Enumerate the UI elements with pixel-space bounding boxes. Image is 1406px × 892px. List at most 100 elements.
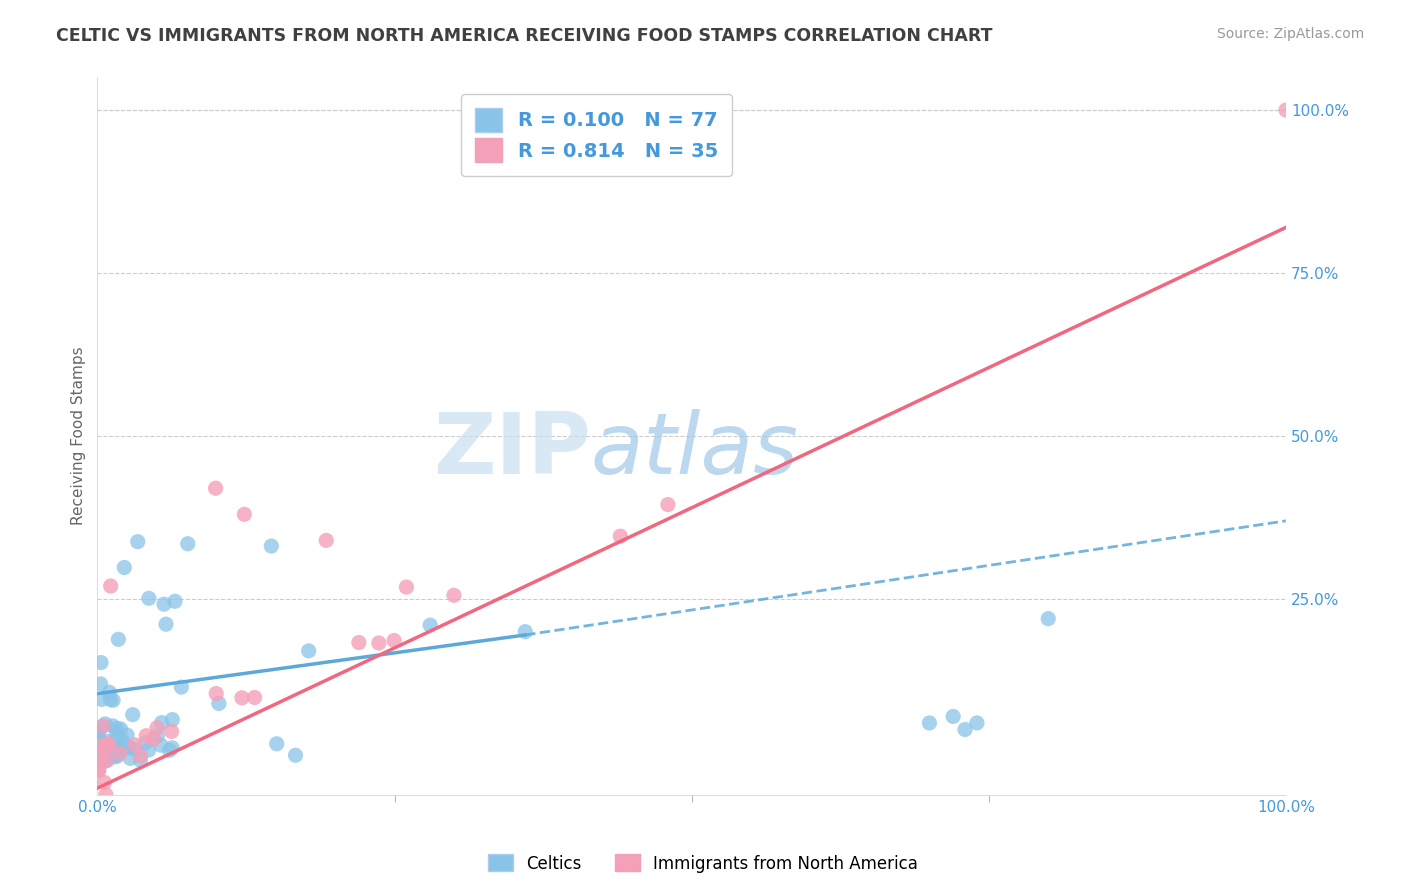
Point bbox=[87, 725, 110, 739]
Point bbox=[118, 740, 141, 755]
Point bbox=[91, 719, 114, 733]
Point bbox=[135, 729, 157, 743]
Point bbox=[135, 736, 157, 750]
Point bbox=[101, 693, 124, 707]
Point bbox=[177, 537, 200, 551]
Point bbox=[233, 508, 256, 522]
Point bbox=[205, 687, 228, 701]
Point bbox=[160, 740, 183, 755]
Point bbox=[918, 716, 941, 731]
Point bbox=[150, 715, 173, 730]
Point bbox=[443, 588, 465, 602]
Point bbox=[97, 738, 120, 752]
Point bbox=[105, 726, 128, 740]
Point bbox=[89, 739, 111, 754]
Point bbox=[315, 533, 337, 548]
Point bbox=[149, 738, 172, 752]
Point bbox=[367, 636, 389, 650]
Point bbox=[90, 656, 112, 670]
Point bbox=[163, 594, 186, 608]
Point bbox=[90, 677, 112, 691]
Point bbox=[93, 775, 115, 789]
Point bbox=[90, 735, 112, 749]
Point bbox=[90, 720, 112, 734]
Point bbox=[121, 707, 143, 722]
Point bbox=[382, 633, 405, 648]
Point bbox=[114, 739, 136, 754]
Point bbox=[127, 534, 149, 549]
Point bbox=[208, 697, 231, 711]
Point bbox=[107, 632, 129, 647]
Point bbox=[97, 737, 120, 751]
Point bbox=[942, 709, 965, 723]
Point bbox=[105, 747, 128, 761]
Point bbox=[124, 738, 146, 752]
Text: atlas: atlas bbox=[591, 409, 799, 491]
Point bbox=[87, 739, 110, 753]
Point bbox=[100, 579, 122, 593]
Y-axis label: Receiving Food Stamps: Receiving Food Stamps bbox=[72, 347, 86, 525]
Point bbox=[266, 737, 288, 751]
Point bbox=[243, 690, 266, 705]
Point bbox=[146, 721, 169, 735]
Point bbox=[93, 742, 115, 756]
Point bbox=[115, 728, 138, 742]
Point bbox=[91, 738, 114, 752]
Point bbox=[100, 692, 122, 706]
Point bbox=[284, 748, 307, 763]
Point bbox=[260, 539, 283, 553]
Point bbox=[87, 764, 110, 778]
Legend: Celtics, Immigrants from North America: Celtics, Immigrants from North America bbox=[481, 847, 925, 880]
Point bbox=[103, 739, 125, 754]
Point bbox=[98, 747, 121, 761]
Point bbox=[96, 739, 118, 754]
Point bbox=[93, 739, 115, 753]
Point bbox=[395, 580, 418, 594]
Point bbox=[96, 753, 118, 767]
Point bbox=[96, 734, 118, 748]
Point bbox=[87, 737, 110, 751]
Point bbox=[129, 753, 152, 767]
Point bbox=[101, 744, 124, 758]
Point bbox=[91, 753, 114, 767]
Point bbox=[91, 736, 114, 750]
Point bbox=[94, 788, 117, 802]
Point bbox=[89, 745, 111, 759]
Legend: R = 0.100   N = 77, R = 0.814   N = 35: R = 0.100 N = 77, R = 0.814 N = 35 bbox=[461, 95, 731, 176]
Point bbox=[966, 716, 988, 731]
Point bbox=[105, 741, 128, 756]
Text: Source: ZipAtlas.com: Source: ZipAtlas.com bbox=[1216, 27, 1364, 41]
Point bbox=[160, 724, 183, 739]
Point bbox=[155, 617, 177, 632]
Point bbox=[87, 763, 110, 777]
Point bbox=[93, 748, 115, 763]
Point bbox=[419, 618, 441, 632]
Point bbox=[93, 755, 115, 769]
Point bbox=[90, 692, 112, 706]
Point bbox=[94, 748, 117, 763]
Point bbox=[162, 713, 184, 727]
Point bbox=[112, 737, 135, 751]
Point bbox=[120, 751, 142, 765]
Point bbox=[87, 743, 110, 757]
Point bbox=[657, 498, 679, 512]
Point bbox=[105, 722, 128, 736]
Point bbox=[124, 742, 146, 756]
Point bbox=[103, 750, 125, 764]
Point bbox=[90, 746, 112, 760]
Point bbox=[231, 690, 253, 705]
Point bbox=[108, 746, 131, 760]
Point bbox=[87, 727, 110, 741]
Point bbox=[105, 749, 128, 764]
Point bbox=[96, 753, 118, 767]
Point bbox=[138, 743, 160, 757]
Point bbox=[170, 680, 193, 694]
Point bbox=[142, 732, 165, 747]
Point bbox=[94, 741, 117, 756]
Point bbox=[1275, 103, 1298, 117]
Point bbox=[159, 743, 181, 757]
Point bbox=[298, 644, 321, 658]
Point bbox=[101, 719, 124, 733]
Point bbox=[609, 529, 631, 543]
Point bbox=[129, 749, 152, 764]
